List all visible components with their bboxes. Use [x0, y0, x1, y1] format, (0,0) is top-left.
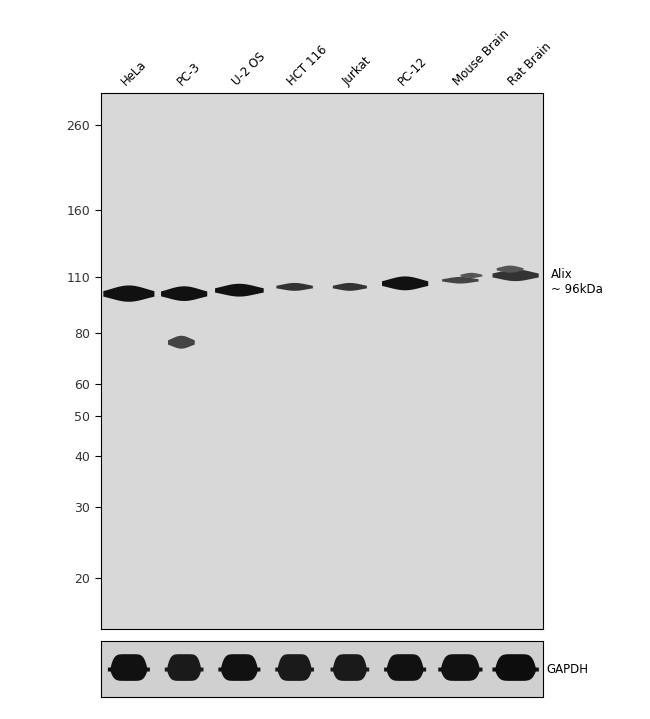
Text: HeLa: HeLa	[119, 58, 150, 88]
Text: Alix
~ 96kDa: Alix ~ 96kDa	[551, 267, 603, 296]
Text: HCT 116: HCT 116	[285, 43, 330, 88]
Text: GAPDH: GAPDH	[547, 663, 589, 676]
Text: Jurkat: Jurkat	[340, 54, 374, 88]
Text: Rat Brain: Rat Brain	[506, 40, 554, 88]
Text: PC-3: PC-3	[174, 60, 203, 88]
Text: PC-12: PC-12	[395, 54, 429, 88]
Text: U-2 OS: U-2 OS	[229, 50, 268, 88]
Text: Mouse Brain: Mouse Brain	[450, 27, 512, 88]
